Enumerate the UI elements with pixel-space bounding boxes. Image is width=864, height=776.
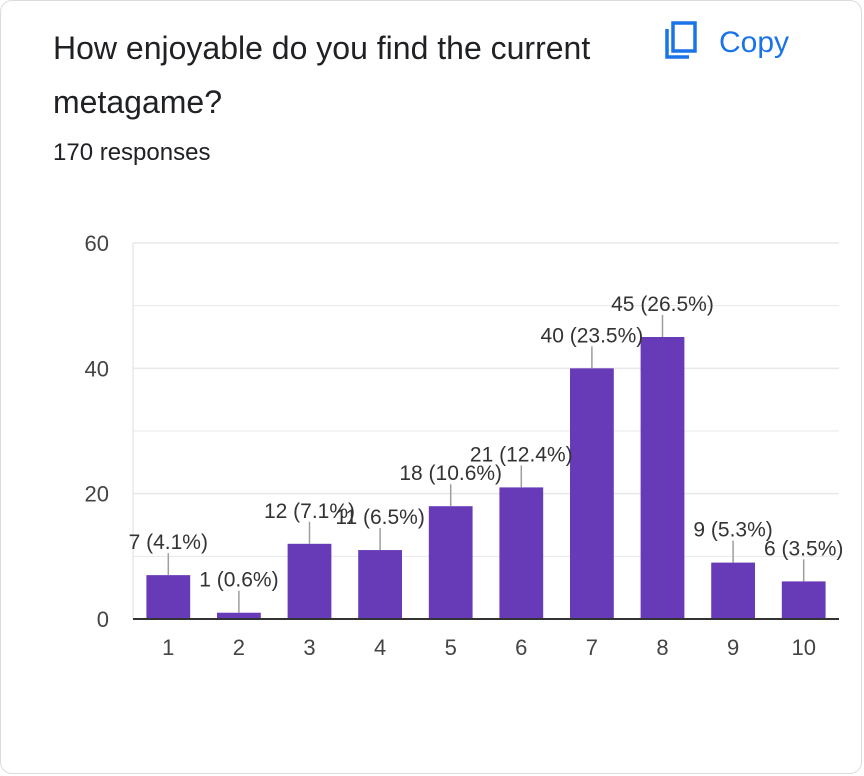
data-label: 1 (0.6%) [199,569,278,592]
x-tick-label: 10 [791,635,815,660]
question-title: How enjoyable do you find the current me… [53,30,591,120]
data-label: 9 (5.3%) [693,519,772,542]
bar [146,575,191,619]
x-tick-label: 1 [162,635,174,660]
x-tick-label: 6 [515,635,527,660]
copy-chart-button[interactable]: Copy [663,19,813,67]
y-tick-label: 60 [85,231,109,256]
y-tick-label: 40 [85,356,109,381]
data-label: 21 (12.4%) [470,443,573,466]
data-label: 11 (6.5%) [335,506,425,529]
bar [781,581,826,619]
bar [570,368,614,619]
x-tick-label: 5 [445,635,457,660]
data-label: 45 (26.5%) [611,293,714,316]
data-label: 12 (7.1%) [264,500,355,523]
bar [499,487,544,619]
data-label: 40 (23.5%) [541,324,644,347]
data-label: 6 (3.5%) [764,537,843,560]
bar [640,337,685,619]
x-tick-label: 7 [586,635,598,660]
y-tick-label: 0 [97,607,109,632]
copy-icon [663,20,699,66]
y-tick-label: 20 [85,482,109,507]
data-label: 7 (4.1%) [129,531,208,554]
copy-label: Copy [719,26,790,59]
x-tick-label: 4 [374,635,386,660]
response-count: 170 responses [53,139,211,166]
bar [358,550,402,619]
x-tick-label: 3 [303,635,315,660]
data-label: 18 (10.6%) [399,462,502,485]
bar [711,562,755,619]
bar [287,543,332,619]
x-tick-label: 8 [656,635,668,660]
bar-chart: 7 (4.1%) 1 (0.6%) 12 (7.1%)11 (6.5%) 18 (10… [85,231,844,660]
x-tick-label: 2 [233,635,245,660]
x-tick-label: 9 [727,635,739,660]
bar [428,506,473,619]
bar [217,612,261,619]
